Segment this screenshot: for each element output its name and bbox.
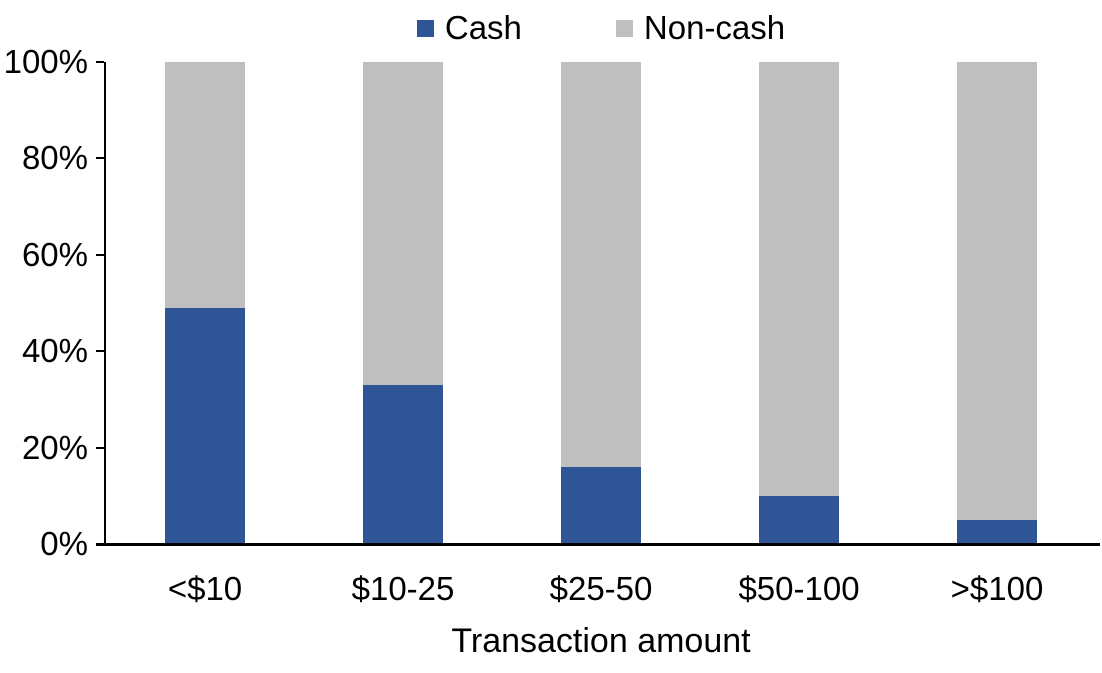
plot-area <box>106 62 1096 544</box>
x-axis-category-label: $10-25 <box>351 570 455 607</box>
y-axis-labels: 0% 20% 40% 60% 80% 100% <box>0 44 88 562</box>
bar-column <box>502 62 700 544</box>
y-axis-tick-label: 40% <box>21 332 88 370</box>
x-axis-category-label: >$100 <box>950 570 1044 607</box>
x-axis-title: Transaction amount <box>451 622 751 660</box>
x-axis-category-label: <$10 <box>167 570 243 607</box>
cash-segment <box>759 495 839 544</box>
bar-column <box>898 62 1096 544</box>
stacked-bar <box>957 62 1037 544</box>
bar-column <box>700 62 898 544</box>
y-axis-tick <box>96 61 104 63</box>
y-axis-tick <box>96 447 104 449</box>
bar-column <box>304 62 502 544</box>
cash-segment <box>957 519 1037 544</box>
legend-label-cash: Cash <box>444 9 522 46</box>
stacked-bar <box>165 62 245 544</box>
y-axis-tick <box>96 254 104 256</box>
y-axis-tick <box>96 157 104 159</box>
bar-column <box>106 62 304 544</box>
non-cash-swatch-icon <box>615 19 633 37</box>
stacked-bar <box>561 62 641 544</box>
stacked-bar <box>363 62 443 544</box>
legend-item-noncash: Non-cash <box>615 8 786 48</box>
y-axis-tick-label: 20% <box>21 428 88 466</box>
cash-segment <box>363 384 443 544</box>
legend: Cash Non-cash <box>106 8 1096 48</box>
non-cash-segment <box>759 62 839 496</box>
cash-segment <box>165 307 245 544</box>
non-cash-segment <box>363 62 443 385</box>
y-axis-tick-label: 60% <box>21 235 88 273</box>
x-axis-labels: <$10 $10-25 $25-50 $50-100 >$100 <box>106 570 1096 608</box>
y-axis-tick <box>96 350 104 352</box>
y-axis-tick-label: 80% <box>21 139 88 177</box>
cash-swatch-icon <box>416 19 434 37</box>
cash-segment <box>561 466 641 544</box>
non-cash-segment <box>165 62 245 308</box>
y-axis-tick-label: 100% <box>3 43 88 80</box>
non-cash-segment <box>561 62 641 467</box>
x-axis-line <box>96 543 1100 546</box>
x-axis-category-label: $50-100 <box>738 570 860 607</box>
legend-item-cash: Cash <box>416 8 522 48</box>
y-axis-line <box>104 62 106 545</box>
x-axis-category-label: $25-50 <box>549 570 653 607</box>
legend-label-noncash: Non-cash <box>643 9 786 46</box>
stacked-bar <box>759 62 839 544</box>
non-cash-segment <box>957 62 1037 520</box>
y-axis-tick-label: 0% <box>40 525 88 562</box>
